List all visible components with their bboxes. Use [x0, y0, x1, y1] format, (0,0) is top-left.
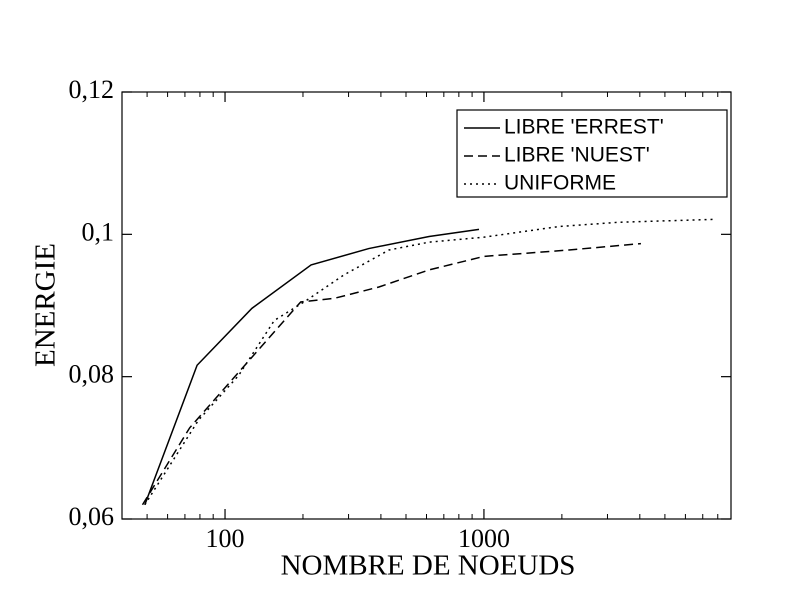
x-tick-label: 1000	[458, 524, 510, 553]
y-tick-label: 0,08	[69, 360, 115, 389]
y-tick-label: 0,12	[69, 75, 115, 104]
x-tick-label: 100	[206, 524, 245, 553]
y-tick-label: 0,1	[82, 217, 115, 246]
legend-box	[456, 109, 728, 198]
series-line	[141, 242, 642, 506]
series-line	[144, 228, 480, 506]
x-axis-label: NOMBRE DE NOEUDS	[281, 550, 576, 582]
legend-label: LIBRE 'ERREST'	[504, 116, 664, 139]
legend-label: UNIFORME	[504, 172, 616, 195]
series-line	[144, 218, 714, 506]
legend-label: LIBRE 'NUEST'	[504, 144, 650, 167]
y-axis-label: ENERGIE	[30, 243, 62, 367]
y-tick-label: 0,06	[69, 502, 115, 531]
